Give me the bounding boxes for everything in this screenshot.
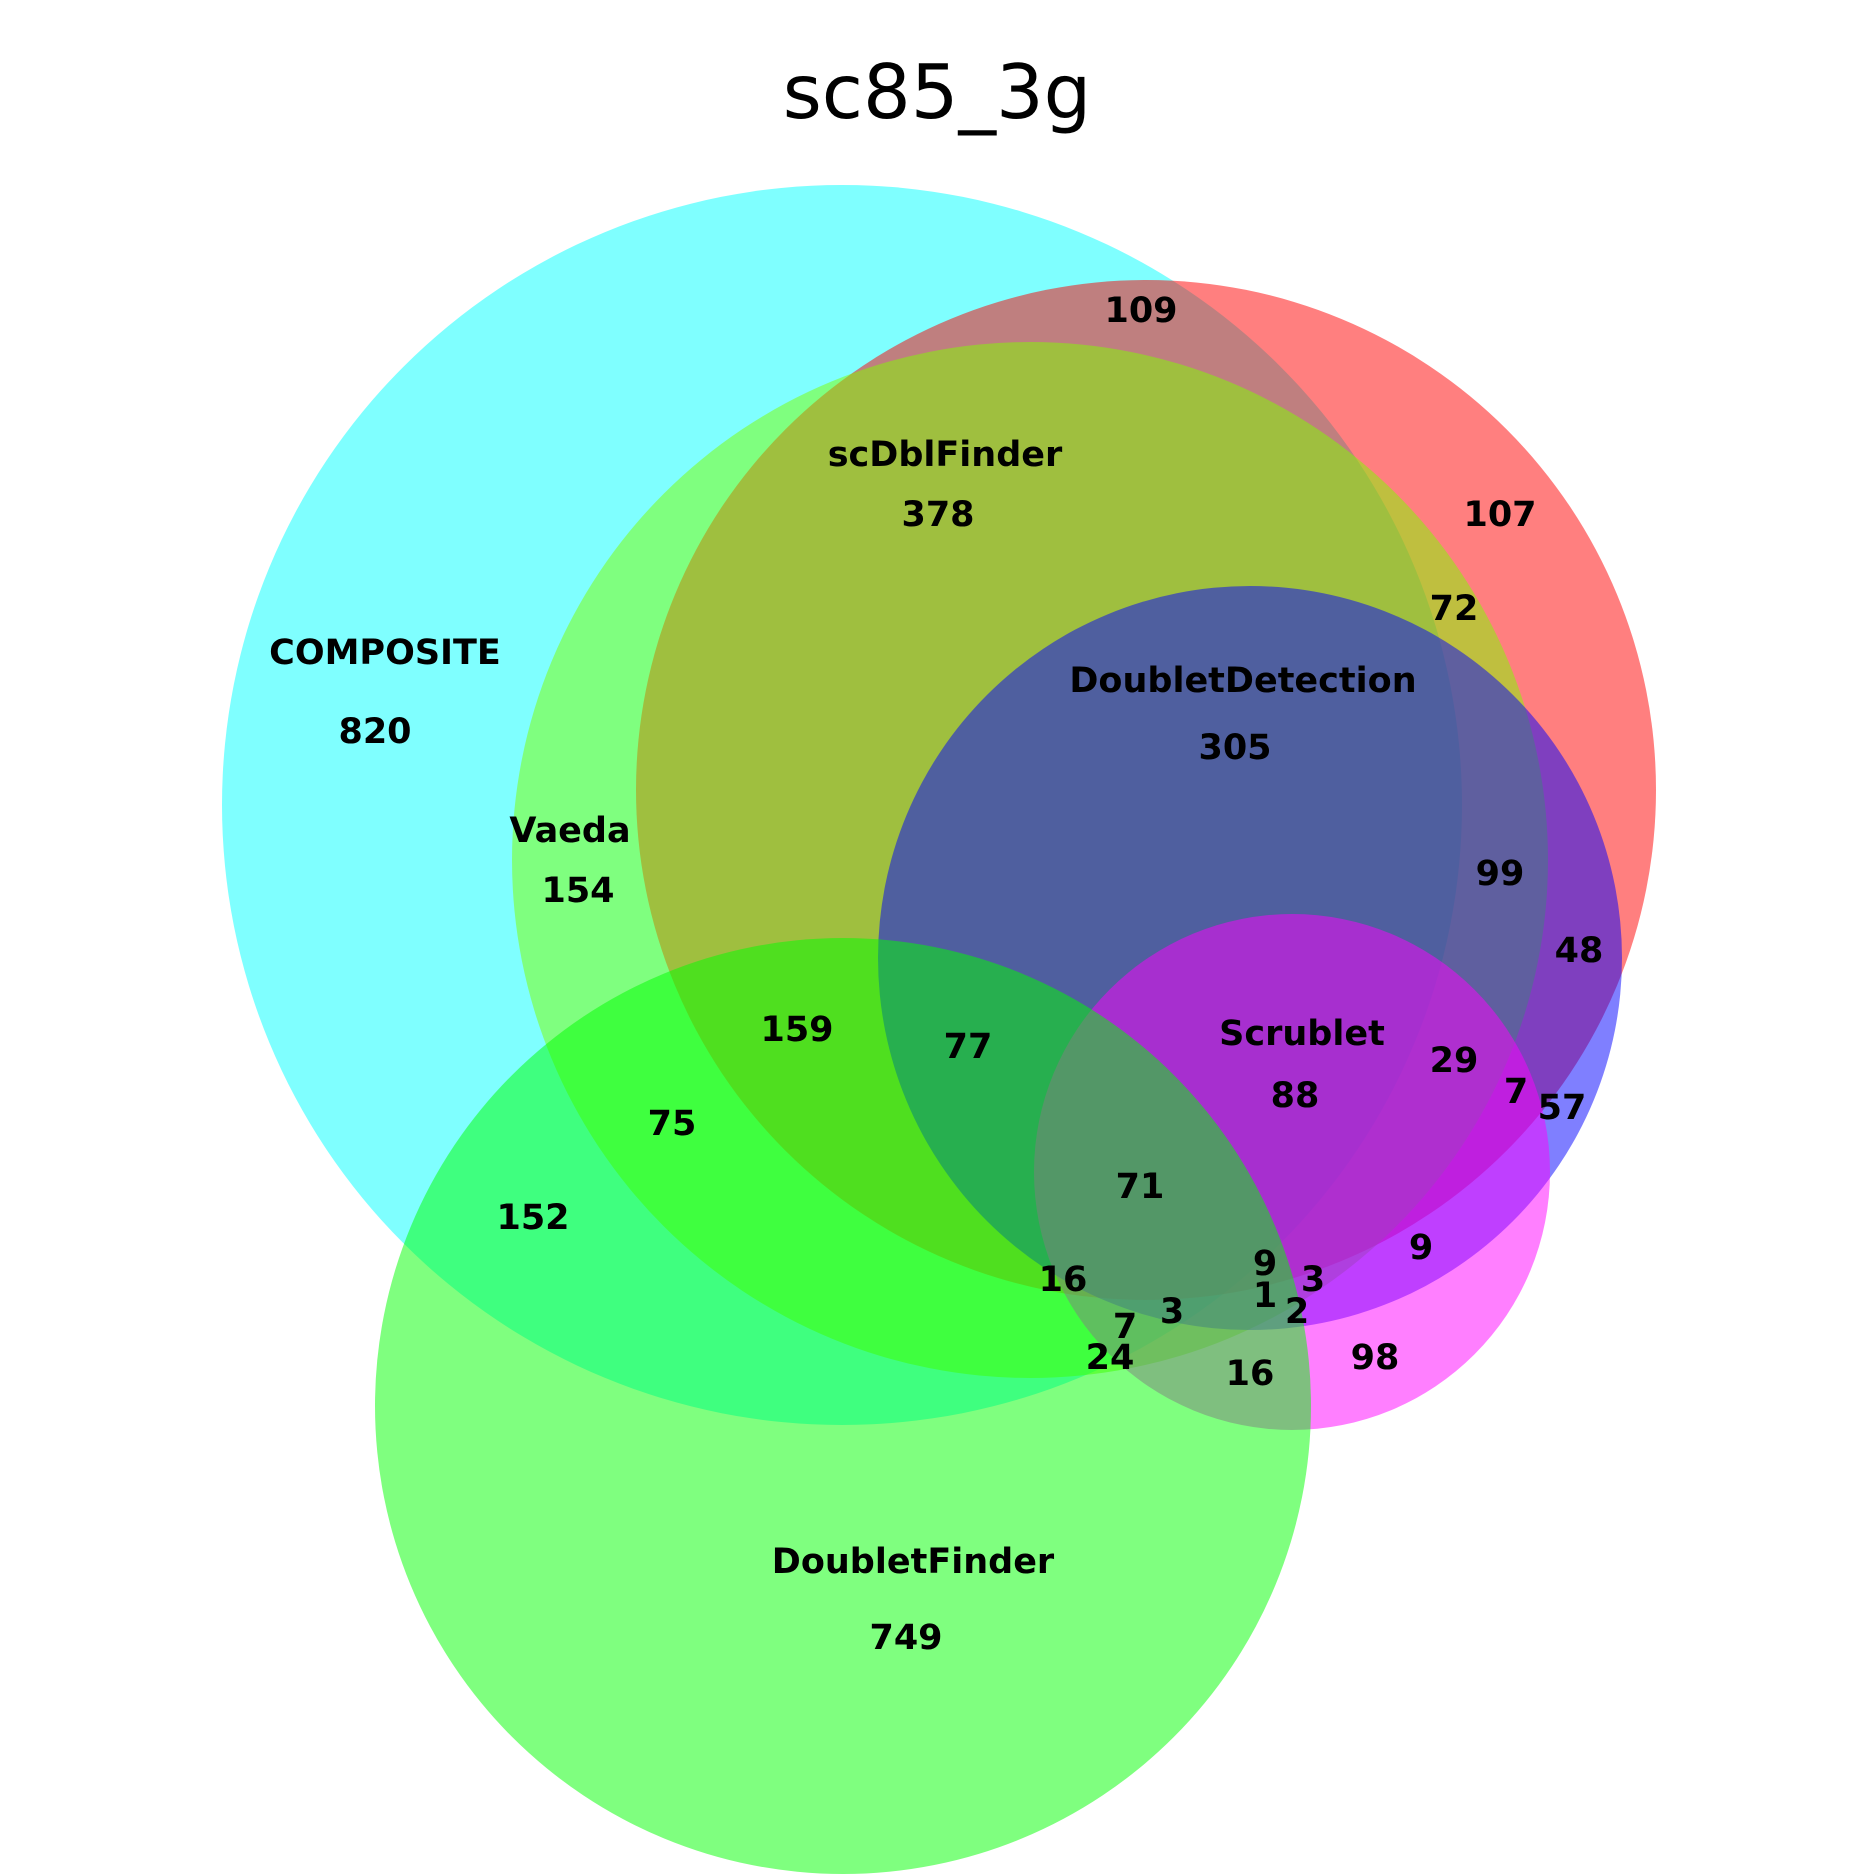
region-count: 16 — [1039, 1260, 1088, 1300]
label-doubletdetection: DoubletDetection — [1069, 661, 1416, 701]
region-count: 9 — [1253, 1244, 1277, 1284]
count-scdblfinder-only: 378 — [901, 495, 974, 535]
region-count: 99 — [1476, 854, 1525, 894]
region-count: 7 — [1504, 1072, 1528, 1112]
set-circles — [222, 185, 1656, 1874]
label-composite: COMPOSITE — [269, 633, 501, 673]
region-count: 24 — [1086, 1338, 1135, 1378]
region-count: 107 — [1463, 495, 1536, 535]
diagram-title: sc85_3g — [783, 48, 1092, 136]
region-count: 152 — [496, 1198, 569, 1238]
region-count: 57 — [1538, 1088, 1587, 1128]
count-vaeda-only: 154 — [541, 871, 614, 911]
region-counts: 109 107 72 99 48 159 77 75 152 29 7 57 7… — [496, 291, 1603, 1394]
region-count: 72 — [1430, 589, 1479, 629]
region-count: 3 — [1301, 1260, 1325, 1300]
set-labels: COMPOSITE 820 scDblFinder 378 Vaeda 154 … — [269, 435, 1416, 1658]
count-doubletdetection-only: 305 — [1198, 728, 1271, 768]
region-count: 1 — [1253, 1276, 1277, 1316]
label-scrublet: Scrublet — [1219, 1014, 1385, 1054]
region-count: 77 — [944, 1027, 993, 1067]
region-count: 2 — [1285, 1292, 1309, 1332]
region-count: 98 — [1351, 1338, 1400, 1378]
region-count: 109 — [1104, 291, 1177, 331]
label-scdblfinder: scDblFinder — [828, 435, 1063, 475]
label-doubletfinder: DoubletFinder — [772, 1542, 1055, 1582]
region-count: 71 — [1116, 1167, 1165, 1207]
region-count: 48 — [1555, 931, 1604, 971]
region-count: 75 — [648, 1104, 697, 1144]
count-doubletfinder-only: 749 — [869, 1618, 942, 1658]
region-count: 159 — [760, 1010, 833, 1050]
count-scrublet-only: 88 — [1271, 1076, 1320, 1116]
circle-doubletfinder — [375, 938, 1311, 1874]
region-count: 16 — [1226, 1354, 1275, 1394]
region-count: 3 — [1160, 1292, 1184, 1332]
region-count: 7 — [1113, 1307, 1137, 1347]
count-composite-only: 820 — [338, 712, 411, 752]
region-count: 29 — [1430, 1041, 1479, 1081]
label-vaeda: Vaeda — [509, 811, 630, 851]
region-count: 9 — [1409, 1228, 1433, 1268]
